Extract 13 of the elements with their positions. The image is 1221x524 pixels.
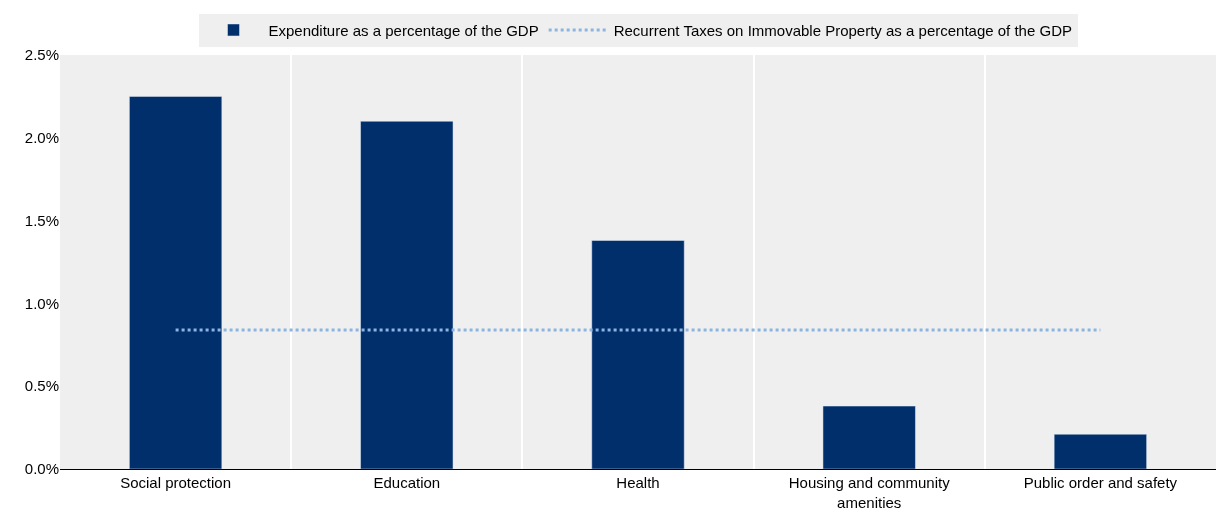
legend-label: Recurrent Taxes on Immovable Property as a percentage of the GDP [613,21,1072,39]
y-tick-label: 2.0% [24,129,59,147]
y-tick-label: 0.5% [24,377,59,395]
y-tick-label: 0.0% [24,460,59,478]
x-tick-label: Social protection [120,474,232,491]
x-tick-label: Housing and community amenities [788,474,951,511]
y-tick-label: 1.0% [24,294,59,312]
y-tick-label: 1.5% [24,211,59,229]
y-tick-label: 2.5% [24,46,59,64]
x-tick-label: Public order and safety [1023,474,1178,491]
x-tick-label: Health [616,474,660,491]
x-tick-label: Education [373,474,441,491]
legend-label: Expenditure as a percentage of the GDP [268,21,539,39]
